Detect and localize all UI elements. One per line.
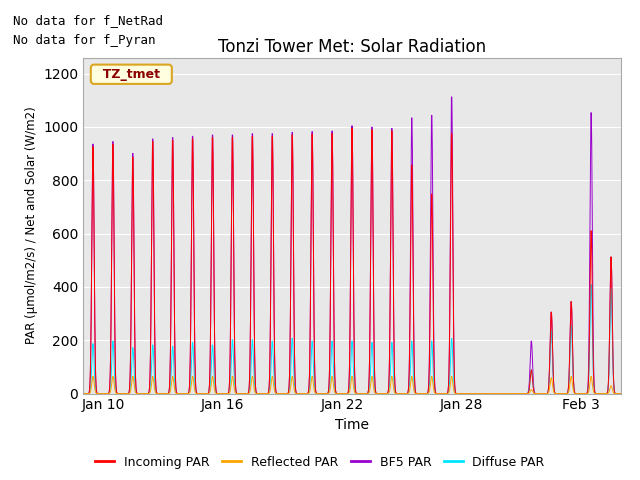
Reflected PAR: [580, 391, 588, 396]
Diffuse PAR: [114, 391, 122, 396]
Incoming PAR: [79, 391, 87, 396]
Y-axis label: PAR (μmol/m2/s) / Net and Solar (W/m2): PAR (μmol/m2/s) / Net and Solar (W/m2): [25, 107, 38, 345]
Line: Diffuse PAR: Diffuse PAR: [83, 285, 621, 394]
Diffuse PAR: [386, 376, 394, 382]
BF5 PAR: [79, 391, 87, 396]
Legend: Incoming PAR, Reflected PAR, BF5 PAR, Diffuse PAR: Incoming PAR, Reflected PAR, BF5 PAR, Di…: [90, 451, 550, 474]
Title: Tonzi Tower Met: Solar Radiation: Tonzi Tower Met: Solar Radiation: [218, 38, 486, 56]
BF5 PAR: [456, 391, 463, 396]
Incoming PAR: [115, 391, 123, 396]
BF5 PAR: [386, 315, 394, 321]
Diffuse PAR: [483, 391, 491, 396]
Diffuse PAR: [579, 391, 587, 396]
Diffuse PAR: [617, 391, 625, 396]
BF5 PAR: [448, 94, 456, 100]
Incoming PAR: [348, 126, 356, 132]
Reflected PAR: [115, 391, 123, 396]
BF5 PAR: [617, 391, 625, 396]
X-axis label: Time: Time: [335, 418, 369, 432]
Reflected PAR: [387, 383, 394, 388]
Line: BF5 PAR: BF5 PAR: [83, 97, 621, 394]
Incoming PAR: [387, 267, 394, 273]
Diffuse PAR: [115, 391, 123, 396]
Incoming PAR: [617, 391, 625, 396]
Diffuse PAR: [456, 391, 463, 396]
Incoming PAR: [456, 391, 463, 396]
Text: TZ_tmet: TZ_tmet: [94, 68, 169, 81]
Reflected PAR: [90, 373, 97, 379]
Incoming PAR: [114, 391, 122, 396]
Incoming PAR: [580, 391, 588, 396]
Incoming PAR: [484, 391, 492, 396]
Reflected PAR: [79, 391, 87, 396]
Reflected PAR: [617, 391, 625, 396]
BF5 PAR: [114, 391, 122, 396]
BF5 PAR: [580, 391, 588, 396]
Diffuse PAR: [79, 391, 87, 396]
Reflected PAR: [114, 391, 122, 396]
BF5 PAR: [484, 391, 492, 396]
Line: Reflected PAR: Reflected PAR: [83, 376, 621, 394]
Text: No data for f_NetRad: No data for f_NetRad: [13, 14, 163, 27]
Reflected PAR: [456, 391, 463, 396]
Diffuse PAR: [588, 282, 595, 288]
Reflected PAR: [484, 391, 492, 396]
Line: Incoming PAR: Incoming PAR: [83, 129, 621, 394]
Text: No data for f_Pyran: No data for f_Pyran: [13, 34, 156, 47]
BF5 PAR: [115, 391, 123, 396]
